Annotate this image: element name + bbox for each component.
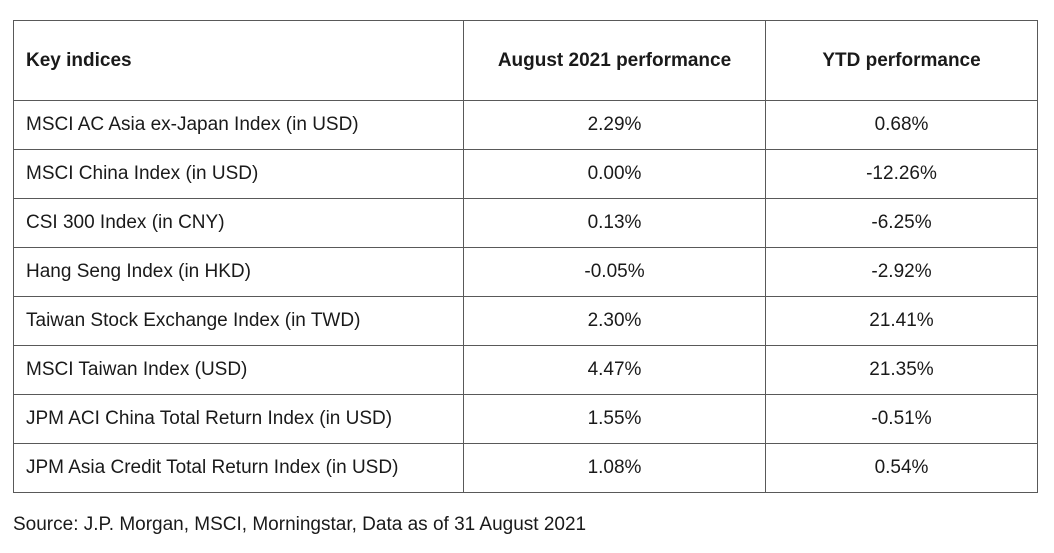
august-value-cell: -0.05% bbox=[463, 247, 766, 297]
index-name-cell: CSI 300 Index (in CNY) bbox=[13, 198, 464, 248]
table-row: JPM ACI China Total Return Index (in USD… bbox=[13, 394, 1038, 444]
index-name-cell: JPM Asia Credit Total Return Index (in U… bbox=[13, 443, 464, 493]
index-name-cell: JPM ACI China Total Return Index (in USD… bbox=[13, 394, 464, 444]
ytd-value-cell: 21.35% bbox=[765, 345, 1038, 395]
ytd-value-cell: -6.25% bbox=[765, 198, 1038, 248]
index-name-cell: Taiwan Stock Exchange Index (in TWD) bbox=[13, 296, 464, 346]
table-row: Taiwan Stock Exchange Index (in TWD) 2.3… bbox=[13, 296, 1038, 346]
index-name-cell: MSCI Taiwan Index (USD) bbox=[13, 345, 464, 395]
ytd-value-cell: -12.26% bbox=[765, 149, 1038, 199]
table-row: MSCI Taiwan Index (USD) 4.47% 21.35% bbox=[13, 345, 1038, 395]
ytd-value-cell: -2.92% bbox=[765, 247, 1038, 297]
index-name-cell: MSCI China Index (in USD) bbox=[13, 149, 464, 199]
header-ytd-performance: YTD performance bbox=[765, 20, 1038, 101]
table-row: MSCI China Index (in USD) 0.00% -12.26% bbox=[13, 149, 1038, 199]
header-key-indices: Key indices bbox=[13, 20, 464, 101]
table-row: CSI 300 Index (in CNY) 0.13% -6.25% bbox=[13, 198, 1038, 248]
source-note: Source: J.P. Morgan, MSCI, Morningstar, … bbox=[13, 514, 587, 535]
ytd-value-cell: -0.51% bbox=[765, 394, 1038, 444]
august-value-cell: 1.55% bbox=[463, 394, 766, 444]
table-row: MSCI AC Asia ex-Japan Index (in USD) 2.2… bbox=[13, 100, 1038, 150]
august-value-cell: 0.00% bbox=[463, 149, 766, 199]
index-name-cell: MSCI AC Asia ex-Japan Index (in USD) bbox=[13, 100, 464, 150]
ytd-value-cell: 21.41% bbox=[765, 296, 1038, 346]
header-august-performance: August 2021 performance bbox=[463, 20, 766, 101]
august-value-cell: 2.29% bbox=[463, 100, 766, 150]
ytd-value-cell: 0.68% bbox=[765, 100, 1038, 150]
performance-table-container: Key indices August 2021 performance YTD … bbox=[13, 20, 1038, 493]
table-header-row: Key indices August 2021 performance YTD … bbox=[13, 20, 1038, 101]
table-row: Hang Seng Index (in HKD) -0.05% -2.92% bbox=[13, 247, 1038, 297]
august-value-cell: 4.47% bbox=[463, 345, 766, 395]
performance-table: Key indices August 2021 performance YTD … bbox=[13, 20, 1038, 493]
august-value-cell: 1.08% bbox=[463, 443, 766, 493]
ytd-value-cell: 0.54% bbox=[765, 443, 1038, 493]
august-value-cell: 2.30% bbox=[463, 296, 766, 346]
august-value-cell: 0.13% bbox=[463, 198, 766, 248]
table-row: JPM Asia Credit Total Return Index (in U… bbox=[13, 443, 1038, 493]
index-name-cell: Hang Seng Index (in HKD) bbox=[13, 247, 464, 297]
